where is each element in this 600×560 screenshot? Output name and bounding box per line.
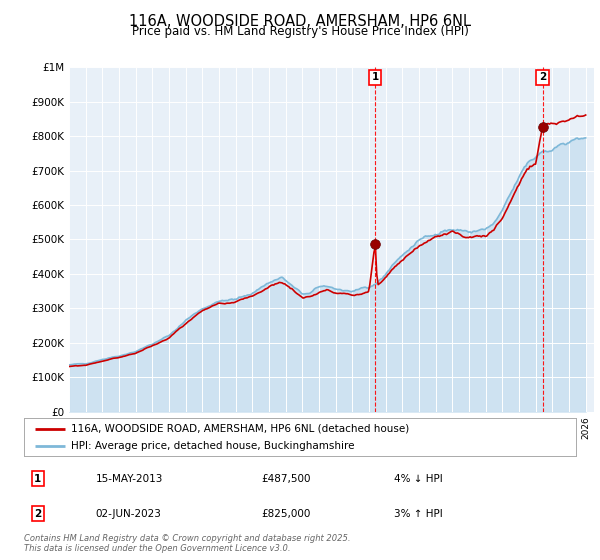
Text: 15-MAY-2013: 15-MAY-2013 — [96, 474, 163, 484]
Text: 116A, WOODSIDE ROAD, AMERSHAM, HP6 6NL (detached house): 116A, WOODSIDE ROAD, AMERSHAM, HP6 6NL (… — [71, 423, 409, 433]
Text: £825,000: £825,000 — [262, 509, 311, 519]
Text: 116A, WOODSIDE ROAD, AMERSHAM, HP6 6NL: 116A, WOODSIDE ROAD, AMERSHAM, HP6 6NL — [129, 14, 471, 29]
Text: 1: 1 — [371, 72, 379, 82]
Text: 3% ↑ HPI: 3% ↑ HPI — [394, 509, 443, 519]
Text: 4% ↓ HPI: 4% ↓ HPI — [394, 474, 443, 484]
Text: 1: 1 — [34, 474, 41, 484]
Text: Contains HM Land Registry data © Crown copyright and database right 2025.
This d: Contains HM Land Registry data © Crown c… — [24, 534, 350, 553]
Text: £487,500: £487,500 — [262, 474, 311, 484]
Text: 2: 2 — [539, 72, 546, 82]
Text: HPI: Average price, detached house, Buckinghamshire: HPI: Average price, detached house, Buck… — [71, 441, 355, 451]
Text: Price paid vs. HM Land Registry's House Price Index (HPI): Price paid vs. HM Land Registry's House … — [131, 25, 469, 38]
Text: 02-JUN-2023: 02-JUN-2023 — [96, 509, 161, 519]
Text: 2: 2 — [34, 509, 41, 519]
